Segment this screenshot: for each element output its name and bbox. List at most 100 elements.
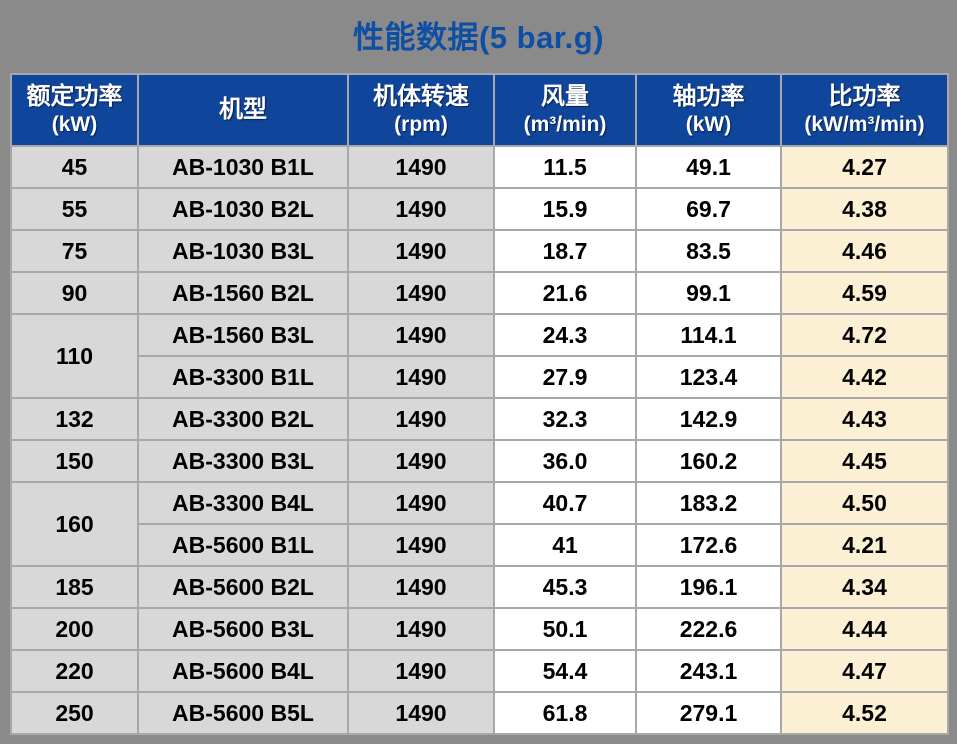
cell-specific-power: 4.34 <box>780 565 949 609</box>
cell-shaft-power: 279.1 <box>635 691 782 735</box>
cell-model: AB-3300 B4L <box>137 481 349 525</box>
cell-model: AB-3300 B3L <box>137 439 349 483</box>
cell-model: AB-5600 B4L <box>137 649 349 693</box>
cell-flow: 24.3 <box>493 313 637 357</box>
header-unit: (m³/min) <box>523 112 607 136</box>
cell-model: AB-5600 B3L <box>137 607 349 651</box>
header-model: 机型 <box>137 73 349 147</box>
cell-model: AB-1560 B3L <box>137 313 349 357</box>
cell-shaft-power: 114.1 <box>635 313 782 357</box>
cell-flow: 18.7 <box>493 229 637 273</box>
cell-flow: 50.1 <box>493 607 637 651</box>
header-flow: 风量 (m³/min) <box>493 73 637 147</box>
cell-rpm: 1490 <box>347 607 495 651</box>
cell-flow: 45.3 <box>493 565 637 609</box>
cell-rpm: 1490 <box>347 313 495 357</box>
cell-shaft-power: 183.2 <box>635 481 782 525</box>
header-label: 机型 <box>219 95 267 123</box>
cell-model: AB-1030 B3L <box>137 229 349 273</box>
cell-model: AB-5600 B5L <box>137 691 349 735</box>
cell-specific-power: 4.72 <box>780 313 949 357</box>
header-unit: (rpm) <box>394 112 448 136</box>
cell-shaft-power: 243.1 <box>635 649 782 693</box>
cell-rated-power: 110 <box>10 313 139 399</box>
cell-specific-power: 4.44 <box>780 607 949 651</box>
cell-shaft-power: 49.1 <box>635 145 782 189</box>
header-label: 额定功率 <box>26 83 123 110</box>
cell-specific-power: 4.50 <box>780 481 949 525</box>
cell-rated-power: 75 <box>10 229 139 273</box>
cell-rated-power: 150 <box>10 439 139 483</box>
cell-shaft-power: 222.6 <box>635 607 782 651</box>
table-row: 55 AB-1030 B2L 1490 15.9 69.7 4.38 <box>10 187 949 231</box>
cell-specific-power: 4.59 <box>780 271 949 315</box>
cell-model: AB-3300 B2L <box>137 397 349 441</box>
table-header-row: 额定功率 (kW) 机型 机体转速 (rpm) 风量 (m³/min) 轴功率 … <box>10 73 949 147</box>
cell-rpm: 1490 <box>347 691 495 735</box>
header-label: 风量 <box>541 83 589 110</box>
cell-rated-power: 220 <box>10 649 139 693</box>
cell-model: AB-1030 B2L <box>137 187 349 231</box>
cell-rated-power: 200 <box>10 607 139 651</box>
table-row: 75 AB-1030 B3L 1490 18.7 83.5 4.46 <box>10 229 949 273</box>
cell-rated-power: 250 <box>10 691 139 735</box>
cell-rpm: 1490 <box>347 565 495 609</box>
cell-specific-power: 4.46 <box>780 229 949 273</box>
cell-shaft-power: 142.9 <box>635 397 782 441</box>
cell-specific-power: 4.45 <box>780 439 949 483</box>
page-title: 性能数据(5 bar.g) <box>352 20 605 55</box>
cell-rpm: 1490 <box>347 523 495 567</box>
cell-flow: 40.7 <box>493 481 637 525</box>
cell-shaft-power: 160.2 <box>635 439 782 483</box>
header-unit: (kW) <box>685 112 732 136</box>
cell-rpm: 1490 <box>347 397 495 441</box>
cell-rated-power: 90 <box>10 271 139 315</box>
cell-specific-power: 4.52 <box>780 691 949 735</box>
cell-flow: 41 <box>493 523 637 567</box>
cell-flow: 11.5 <box>493 145 637 189</box>
table-row: 250 AB-5600 B5L 1490 61.8 279.1 4.52 <box>10 691 949 735</box>
cell-flow: 61.8 <box>493 691 637 735</box>
cell-rated-power: 160 <box>10 481 139 567</box>
cell-rpm: 1490 <box>347 439 495 483</box>
table-row: 185 AB-5600 B2L 1490 45.3 196.1 4.34 <box>10 565 949 609</box>
header-unit: (kW) <box>51 112 98 136</box>
cell-flow: 36.0 <box>493 439 637 483</box>
cell-rpm: 1490 <box>347 145 495 189</box>
cell-rpm: 1490 <box>347 271 495 315</box>
cell-specific-power: 4.43 <box>780 397 949 441</box>
header-specific-power: 比功率 (kW/m³/min) <box>780 73 949 147</box>
header-label: 比功率 <box>828 83 901 110</box>
header-rpm: 机体转速 (rpm) <box>347 73 495 147</box>
cell-rpm: 1490 <box>347 355 495 399</box>
cell-specific-power: 4.42 <box>780 355 949 399</box>
cell-shaft-power: 196.1 <box>635 565 782 609</box>
table-row: 90 AB-1560 B2L 1490 21.6 99.1 4.59 <box>10 271 949 315</box>
table-row: 132 AB-3300 B2L 1490 32.3 142.9 4.43 <box>10 397 949 441</box>
cell-shaft-power: 69.7 <box>635 187 782 231</box>
table-row: AB-3300 B1L 1490 27.9 123.4 4.42 <box>11 355 949 399</box>
cell-rated-power: 55 <box>10 187 139 231</box>
cell-model: AB-3300 B1L <box>137 355 349 399</box>
cell-rpm: 1490 <box>347 229 495 273</box>
cell-shaft-power: 83.5 <box>635 229 782 273</box>
header-unit: (kW/m³/min) <box>804 112 925 136</box>
cell-specific-power: 4.21 <box>780 523 949 567</box>
cell-rpm: 1490 <box>347 187 495 231</box>
header-shaft-power: 轴功率 (kW) <box>635 73 782 147</box>
cell-shaft-power: 172.6 <box>635 523 782 567</box>
cell-flow: 54.4 <box>493 649 637 693</box>
table-body: 45 AB-1030 B1L 1490 11.5 49.1 4.27 55 AB-1030 B… <box>10 145 949 735</box>
table-header: 额定功率 (kW) 机型 机体转速 (rpm) 风量 (m³/min) 轴功率 … <box>10 73 949 147</box>
cell-rated-power: 45 <box>10 145 139 189</box>
cell-rpm: 1490 <box>347 481 495 525</box>
table-row: 220 AB-5600 B4L 1490 54.4 243.1 4.47 <box>10 649 949 693</box>
cell-model: AB-5600 B1L <box>137 523 349 567</box>
cell-rated-power: 185 <box>10 565 139 609</box>
cell-shaft-power: 99.1 <box>635 271 782 315</box>
cell-specific-power: 4.38 <box>780 187 949 231</box>
table-row: 200 AB-5600 B3L 1490 50.1 222.6 4.44 <box>10 607 949 651</box>
cell-rated-power: 132 <box>10 397 139 441</box>
cell-model: AB-5600 B2L <box>137 565 349 609</box>
table-row: 150 AB-3300 B3L 1490 36.0 160.2 4.45 <box>10 439 949 483</box>
